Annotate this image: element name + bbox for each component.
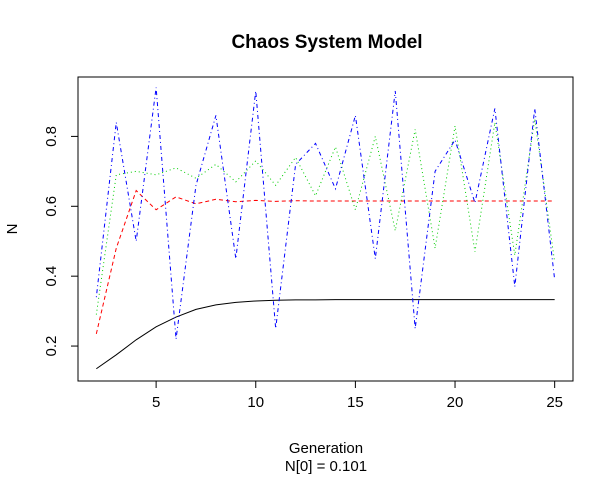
x-axis-sublabel: N[0] = 0.101 (285, 458, 367, 475)
series-line-3 (95, 118, 556, 315)
x-tick-label: 25 (546, 394, 563, 411)
x-tick-label: 5 (152, 394, 160, 411)
plot-frame (77, 76, 574, 382)
y-tick-label: 0.2 (43, 336, 60, 357)
y-axis-label: N (4, 224, 21, 235)
x-tick-label: 20 (447, 394, 464, 411)
x-axis: 5 10 15 20 25 (152, 380, 563, 411)
series-line-4 (95, 87, 556, 340)
y-axis: 0.2 0.4 0.6 0.8 (43, 126, 79, 357)
series-line-1 (96, 299, 555, 370)
x-tick-label: 15 (347, 394, 364, 411)
y-tick-label: 0.4 (43, 266, 60, 287)
chart-title: Chaos System Model (231, 32, 422, 53)
series-layer (95, 87, 556, 370)
x-tick-label: 10 (247, 394, 264, 411)
series-line-2 (95, 189, 555, 334)
y-tick-label: 0.8 (43, 126, 60, 147)
y-tick-label: 0.6 (43, 196, 60, 217)
x-axis-label: Generation (289, 440, 363, 457)
